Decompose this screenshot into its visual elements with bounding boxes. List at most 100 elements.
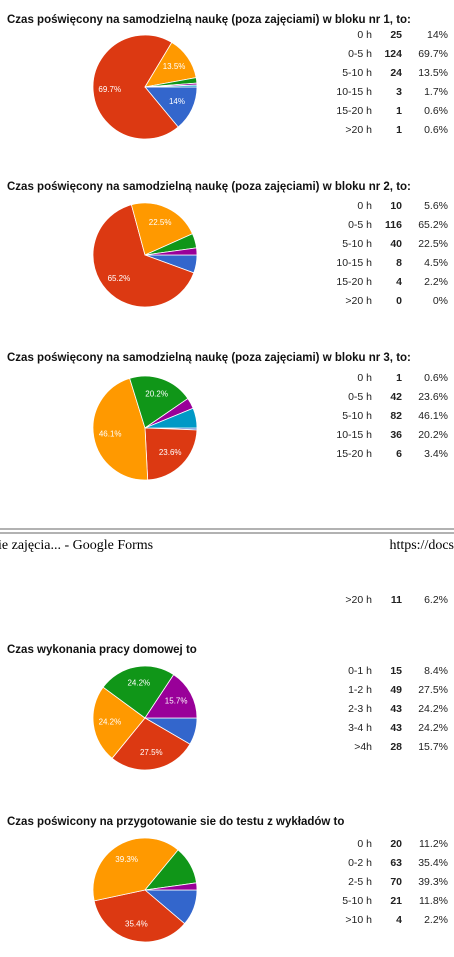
pie-slice [144,674,198,719]
percent: 0% [433,295,448,307]
chart-title: Czas wykonania pracy domowej to [7,644,197,656]
count: 6 [396,448,402,460]
slice-label: 24.2% [99,718,122,727]
count: 116 [385,219,402,231]
count: 1 [396,124,402,136]
pie-slice [92,686,146,759]
percent: 2.2% [424,276,448,288]
count: 10 [390,200,402,212]
category-label: 0 h [357,29,372,41]
percent: 3.4% [424,448,448,460]
chart-title: Czas poświcony na przygotowanie sie do t… [7,816,344,828]
percent: 15.7% [418,741,448,753]
category-label: 5-10 h [342,410,372,422]
slice-label: 69.7% [98,85,121,94]
category-label: 0-2 h [348,857,372,869]
category-label: 0 h [357,200,372,212]
percent: 14% [427,29,448,41]
category-label: 5-10 h [342,238,372,250]
percent: 0.6% [424,105,448,117]
count: 70 [390,876,402,888]
count: 8 [396,257,402,269]
percent: 8.4% [424,665,448,677]
slice-label: 23.6% [159,448,182,457]
pie-slice [144,84,198,88]
count: 82 [390,410,402,422]
count: 124 [384,48,402,60]
category-label: 0-1 h [348,665,372,677]
percent: 0.6% [424,372,448,384]
category-label: 0-5 h [348,219,372,231]
pie-slice [129,375,189,429]
pie-slice [144,407,198,429]
slice-label: 27.5% [140,748,163,757]
category-label: 10-15 h [336,86,372,98]
percent: 0.6% [424,124,448,136]
category-label: 5-10 h [342,895,372,907]
percent: 13.5% [418,67,448,79]
percent: 35.4% [418,857,448,869]
slice-label: 24.2% [127,678,150,687]
category-label: 3-4 h [348,722,372,734]
pie-slice [144,247,198,256]
percent: 4.5% [424,257,448,269]
category-label: 5-10 h [342,67,372,79]
header-right: https://docs [389,538,454,553]
percent: 2.2% [424,914,448,926]
category-label: 0 h [357,838,372,850]
chart-title: Czas poświęcony na samodzielną naukę (po… [7,352,411,364]
count: 28 [390,741,402,753]
category-label: 0-5 h [348,391,372,403]
category-label: 10-15 h [336,429,372,441]
slice-label: 39.3% [115,855,138,864]
slice-label: 22.5% [149,218,172,227]
percent: 24.2% [418,703,448,715]
count: 20 [390,838,402,850]
slice-label: 15.7% [165,696,188,705]
percent: 24.2% [418,722,448,734]
category-label: 10-15 h [336,257,372,269]
count: 42 [390,391,402,403]
header-left: ie zajęcia... - Google Forms [0,538,153,553]
category-label: 2-3 h [348,703,372,715]
count: 36 [390,429,402,441]
category-label: 0 h [357,372,372,384]
category-label: >20 h [345,124,372,136]
count: 24 [390,67,402,79]
percent: 69.7% [418,48,448,60]
category-label: 15-20 h [336,276,372,288]
percent: 1.7% [424,86,448,98]
category-label: 1-2 h [348,684,372,696]
slice-label: 13.5% [163,62,186,71]
count: 1 [396,105,402,117]
count: 40 [390,238,402,250]
percent: 23.6% [418,391,448,403]
pie-slice [92,837,179,902]
count: 49 [390,684,402,696]
category-label: 15-20 h [336,105,372,117]
category-label: 0-5 h [348,48,372,60]
percent: 46.1% [418,410,448,422]
percent: 22.5% [418,238,448,250]
count: 43 [390,722,402,734]
slice-label: 65.2% [108,274,131,283]
count: 4 [396,914,402,926]
count: 4 [396,276,402,288]
slice-label: 35.4% [125,919,148,928]
pie-slice [144,427,198,481]
pie-slice [92,204,195,308]
percent: 65.2% [418,219,448,231]
pie-slice [102,665,175,719]
category-label: >20 h [345,295,372,307]
slice-label: 20.2% [145,390,168,399]
count: 11 [391,594,402,606]
percent: 6.2% [424,594,448,606]
count: 21 [390,895,402,907]
pie-slice [130,202,193,256]
count: 43 [390,703,402,715]
percent: 5.6% [424,200,448,212]
percent: 20.2% [418,429,448,441]
percent: 11.8% [419,895,448,907]
